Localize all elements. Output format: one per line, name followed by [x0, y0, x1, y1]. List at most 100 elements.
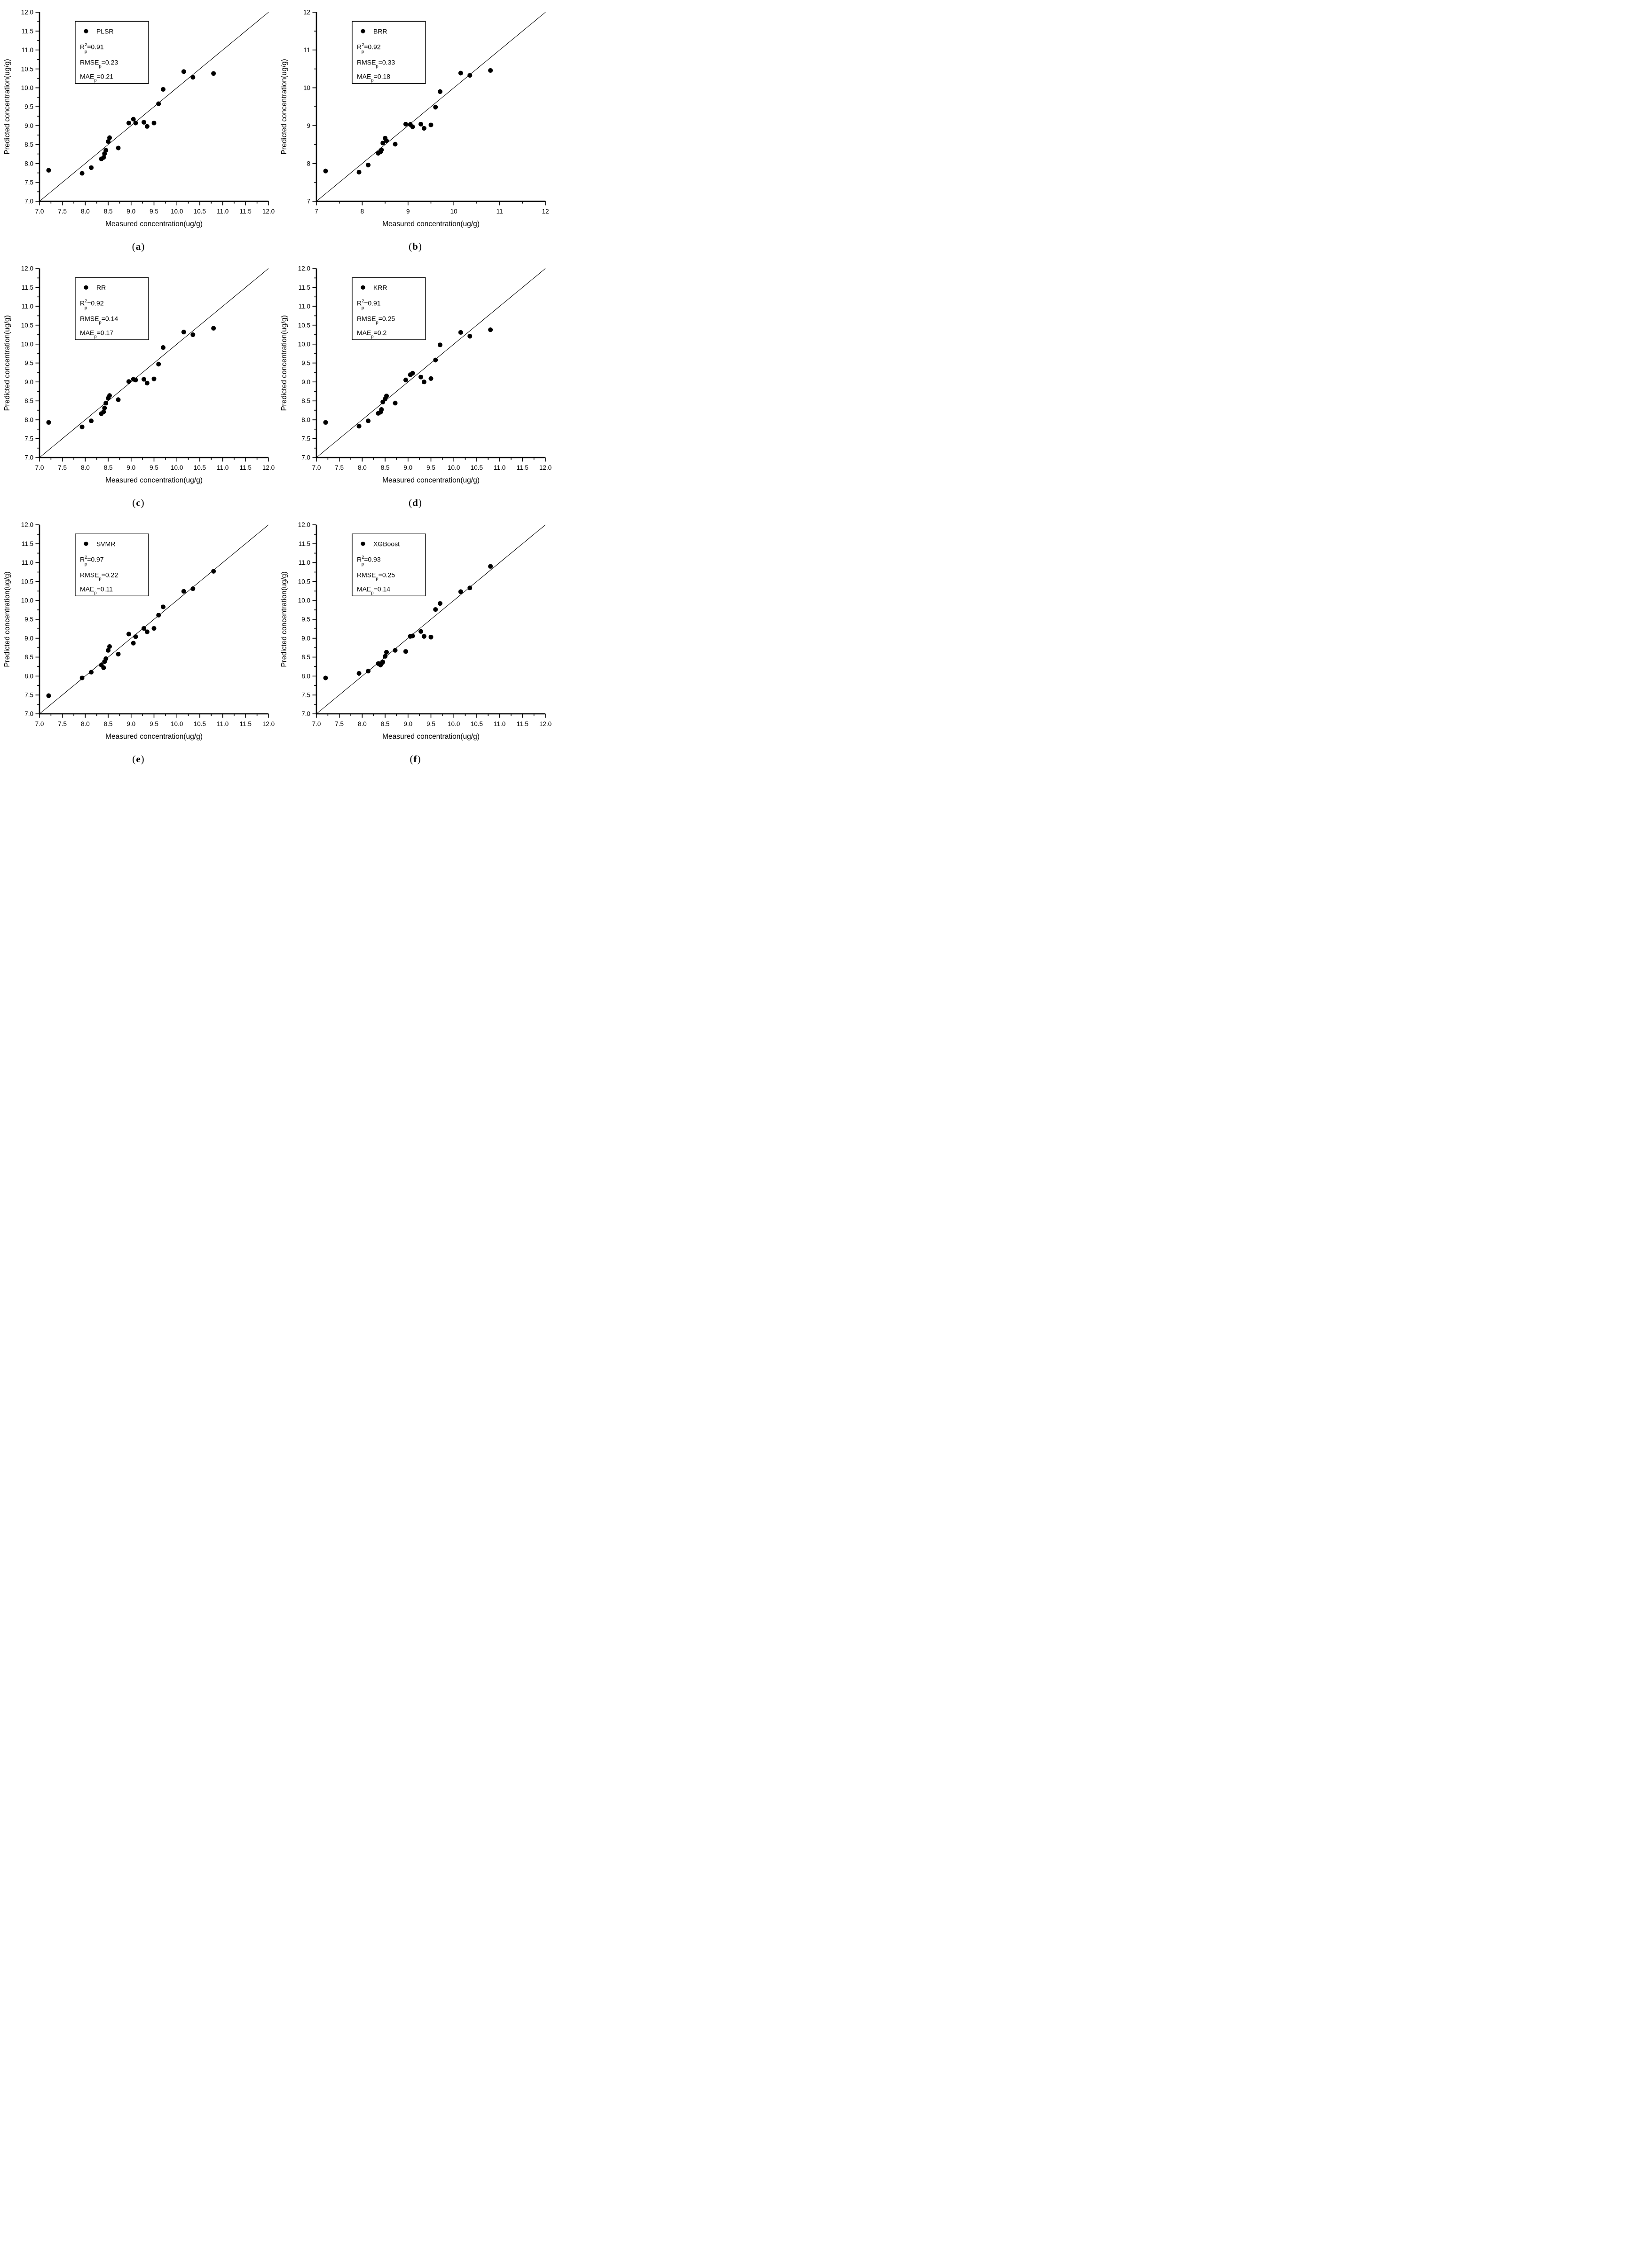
legend-stat-rmse: RMSEp=0.23	[80, 58, 118, 69]
data-point	[418, 629, 424, 634]
caption-paren-close: )	[418, 241, 422, 252]
legend-stat-mae: MAEp=0.17	[80, 329, 113, 339]
y-tick-label: 8	[307, 160, 310, 167]
y-tick-label: 10	[303, 85, 310, 92]
x-tick-label: 9.0	[126, 720, 135, 727]
y-tick-label: 11.5	[22, 284, 33, 291]
data-point	[393, 648, 398, 653]
data-point	[421, 126, 426, 131]
caption-paren-close: )	[141, 497, 145, 508]
x-tick-label: 7	[315, 208, 318, 215]
data-point	[467, 73, 473, 78]
panel-caption-b: (b)	[409, 241, 422, 253]
data-point	[107, 135, 112, 140]
legend-dot-icon	[84, 29, 88, 33]
data-point	[79, 424, 85, 429]
y-tick-label: 11.5	[299, 540, 310, 547]
data-point	[46, 168, 51, 173]
x-tick-label: 11.5	[240, 720, 252, 727]
x-tick-label: 8.0	[358, 720, 367, 727]
x-tick-label: 10.0	[448, 720, 460, 727]
data-point	[379, 147, 384, 152]
y-tick-label: 12.0	[298, 522, 310, 529]
data-point	[101, 665, 106, 670]
data-point	[458, 71, 463, 76]
data-point	[101, 409, 106, 414]
data-point	[428, 634, 434, 640]
identity-line	[39, 12, 269, 202]
x-tick-label: 12.0	[539, 720, 552, 727]
identity-line	[39, 268, 269, 458]
y-tick-label: 8.0	[301, 672, 310, 680]
y-tick-label: 7.5	[301, 435, 310, 443]
legend-model-label: BRR	[373, 27, 387, 35]
y-tick-label: 11.5	[299, 284, 310, 291]
legend-stat-r2: R2 p=0.93	[357, 555, 381, 567]
x-tick-label: 9.5	[426, 464, 435, 471]
caption-paren-open: (	[132, 753, 136, 765]
data-point	[384, 138, 389, 143]
y-tick-label: 7.0	[24, 711, 33, 718]
identity-line	[316, 12, 546, 202]
data-point	[393, 401, 398, 406]
data-point	[79, 171, 85, 176]
x-tick-label: 8	[361, 208, 364, 215]
x-tick-label: 8.0	[358, 464, 367, 471]
y-tick-label: 8.0	[301, 416, 310, 423]
x-tick-label: 10.5	[194, 208, 206, 215]
legend-stat-r2: R2 p=0.91	[80, 42, 104, 55]
legend-stat-r2: R2 p=0.97	[80, 555, 104, 567]
x-tick-label: 10.0	[448, 464, 460, 471]
data-point	[437, 89, 442, 94]
data-point	[488, 327, 493, 332]
data-point	[79, 675, 85, 680]
data-point	[142, 119, 147, 125]
x-tick-label: 11.5	[517, 464, 528, 471]
caption-paren-open: (	[409, 241, 413, 252]
scatter-plot-brr: 77 8 8 9 9 10 10 11 11 12 12 Measured concentration…	[280, 9, 549, 228]
data-point	[488, 564, 493, 569]
x-tick-label: 7.0	[35, 464, 44, 471]
caption-paren-open: (	[132, 241, 136, 252]
y-tick-label: 8.5	[301, 654, 310, 661]
data-point	[46, 420, 51, 425]
x-tick-label: 8.5	[381, 464, 390, 471]
y-tick-label: 10.5	[21, 322, 33, 329]
data-point	[144, 629, 150, 634]
x-tick-label: 11.5	[517, 720, 528, 727]
y-tick-label: 8.5	[24, 397, 33, 404]
y-tick-label: 12	[303, 9, 310, 16]
y-tick-label: 10.5	[298, 322, 310, 329]
x-tick-label: 9.0	[126, 464, 135, 471]
x-tick-label: 9.0	[403, 720, 412, 727]
data-point	[151, 626, 157, 631]
panel-caption-f: (f)	[410, 753, 421, 765]
x-tick-label: 8.5	[104, 208, 113, 215]
y-tick-label: 12.0	[21, 9, 33, 16]
data-point	[131, 640, 136, 646]
data-point	[133, 120, 138, 126]
y-tick-label: 11.0	[299, 559, 310, 566]
y-tick-label: 7.5	[24, 435, 33, 443]
scatter-plot-plsr: 7.07.0 7.5 7.5 8.0 8.0 8.5 8.5 9.0 9.0 9.5 9.5 10.0…	[3, 9, 275, 228]
panel-caption-d: (d)	[409, 497, 422, 509]
data-point	[384, 649, 389, 655]
data-point	[379, 407, 384, 412]
legend-stat-mae: MAEp=0.11	[80, 585, 113, 595]
x-tick-label: 12.0	[262, 208, 275, 215]
y-tick-label: 11	[304, 47, 310, 54]
data-point	[116, 651, 121, 656]
data-point	[142, 377, 147, 382]
data-point	[89, 165, 94, 170]
data-point	[46, 693, 51, 698]
scatter-plot-xgboost: 7.07.0 7.5 7.5 8.0 8.0 8.5 8.5 9.0 9.0 9.5 9.5 10.0…	[280, 522, 552, 741]
x-tick-label: 11.5	[240, 464, 252, 471]
y-tick-label: 9.5	[301, 616, 310, 623]
y-axis-title: Predicted concentration(ug/g)	[280, 59, 288, 154]
x-tick-label: 10.5	[194, 720, 206, 727]
legend-stat-mae: MAEp=0.21	[80, 72, 113, 83]
panel-caption-c: (c)	[132, 497, 144, 509]
data-point	[107, 393, 112, 398]
x-tick-label: 7.5	[335, 720, 344, 727]
data-point	[421, 379, 426, 385]
